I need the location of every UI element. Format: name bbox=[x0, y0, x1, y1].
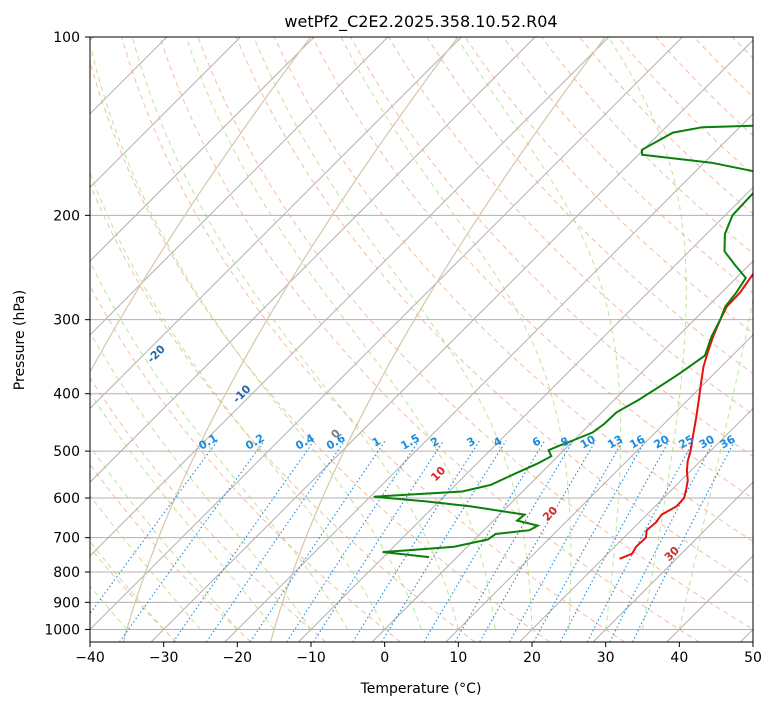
y-tick-label: 800 bbox=[53, 565, 80, 581]
x-tick-label: 20 bbox=[523, 650, 541, 666]
dry-adiabat bbox=[235, 37, 753, 586]
y-tick-label: 100 bbox=[53, 30, 80, 46]
isotherm-gridline bbox=[90, 37, 462, 410]
adiabat-layer bbox=[90, 37, 753, 642]
y-tick-label: 600 bbox=[53, 491, 80, 507]
isotherm-gridline bbox=[90, 37, 536, 483]
y-tick-label: 900 bbox=[53, 595, 80, 611]
plot-frame bbox=[89, 36, 754, 643]
mixing-ratio-line bbox=[479, 440, 597, 642]
mixing-ratio-line bbox=[249, 440, 386, 642]
dewpoint-profile bbox=[373, 124, 753, 559]
isotherm-gridline bbox=[592, 481, 753, 642]
dry-adiabat bbox=[197, 37, 753, 630]
isotherm-gridline bbox=[445, 334, 753, 642]
moist-adiabat bbox=[90, 585, 128, 630]
x-tick-label: 10 bbox=[449, 650, 467, 666]
moist-adiabat bbox=[340, 37, 572, 630]
dry-adiabat bbox=[502, 37, 753, 294]
x-tick-label: −30 bbox=[149, 650, 179, 666]
dry-adiabat bbox=[90, 284, 401, 642]
y-tick-label: 700 bbox=[53, 531, 80, 547]
axis-layer: −40 −30 −20 −10 0 10 20 30 40 50 100 200 300 400 500 60… bbox=[44, 30, 762, 666]
plot-background bbox=[90, 37, 753, 642]
moist-adiabat bbox=[90, 260, 349, 630]
mixing-ratio-line bbox=[381, 440, 507, 642]
mixing-ratio-line bbox=[632, 440, 736, 642]
y-tick-label: 300 bbox=[53, 313, 80, 329]
y-tick-label: 200 bbox=[53, 208, 80, 224]
mixing-ratio-line bbox=[119, 440, 265, 642]
moist-adiabat bbox=[90, 331, 312, 630]
dry-adiabat bbox=[90, 60, 551, 642]
mixing-ratio-layer bbox=[90, 440, 736, 642]
y-tick-label: 1000 bbox=[44, 622, 80, 638]
mixing-ratio-line bbox=[454, 440, 574, 642]
moist-adiabat bbox=[90, 171, 386, 630]
x-axis-label: Temperature (°C) bbox=[360, 681, 482, 697]
x-tick-label: 40 bbox=[670, 650, 688, 666]
mixing-ratio-line bbox=[286, 440, 420, 642]
mixing-ratio-line bbox=[313, 440, 445, 642]
reference-curve bbox=[90, 37, 311, 374]
isotherm-gridline bbox=[519, 407, 753, 642]
x-tick-label: 0 bbox=[380, 650, 389, 666]
mixing-ratio-line bbox=[172, 440, 315, 642]
x-tick-label: −40 bbox=[75, 650, 105, 666]
temperature-profile bbox=[619, 272, 753, 560]
x-tick-label: −20 bbox=[223, 650, 253, 666]
dry-adiabat bbox=[121, 37, 625, 642]
moist-adiabat bbox=[90, 494, 201, 630]
isotherm-gridline bbox=[90, 37, 610, 557]
dry-adiabat bbox=[90, 463, 252, 642]
mixing-ratio-line bbox=[352, 440, 481, 642]
moist-adiabat bbox=[90, 540, 165, 630]
mixing-ratio-line bbox=[533, 440, 646, 642]
mixing-ratio-line bbox=[559, 440, 670, 642]
dry-adiabat bbox=[388, 37, 753, 416]
y-tick-label: 400 bbox=[53, 387, 80, 403]
dry-adiabat bbox=[90, 376, 327, 642]
moist-adiabat bbox=[678, 297, 753, 630]
profile-layer bbox=[373, 124, 753, 560]
reference-curve bbox=[122, 37, 459, 642]
isotherm-gridline bbox=[371, 260, 753, 642]
mixing-ratio-line bbox=[423, 440, 546, 642]
moist-adiabat bbox=[90, 391, 275, 630]
y-tick-label: 500 bbox=[53, 444, 80, 460]
moist-adiabat bbox=[456, 37, 622, 630]
y-axis-label: Pressure (hPa) bbox=[12, 290, 28, 390]
moist-adiabat bbox=[608, 37, 687, 630]
chart-title: wetPf2_C2E2.2025.358.10.52.R04 bbox=[284, 12, 557, 32]
isotherm-gridline bbox=[150, 39, 753, 642]
x-tick-label: 50 bbox=[744, 650, 762, 666]
dry-adiabat bbox=[90, 182, 476, 642]
moist-adiabat bbox=[90, 49, 422, 630]
x-tick-label: 30 bbox=[597, 650, 615, 666]
mixing-ratio-line bbox=[90, 440, 219, 615]
isotherm-gridline bbox=[90, 37, 683, 631]
mixing-ratio-line bbox=[509, 440, 624, 642]
isotherm-gridline bbox=[224, 113, 753, 642]
x-tick-label: −10 bbox=[296, 650, 326, 666]
moist-adiabat bbox=[185, 37, 496, 630]
isotherm-gridline bbox=[90, 37, 241, 189]
isotherm-gridline bbox=[90, 37, 315, 262]
reference-curve bbox=[270, 37, 606, 642]
isotherm-gridline bbox=[90, 37, 389, 336]
moist-adiabat bbox=[90, 445, 238, 630]
